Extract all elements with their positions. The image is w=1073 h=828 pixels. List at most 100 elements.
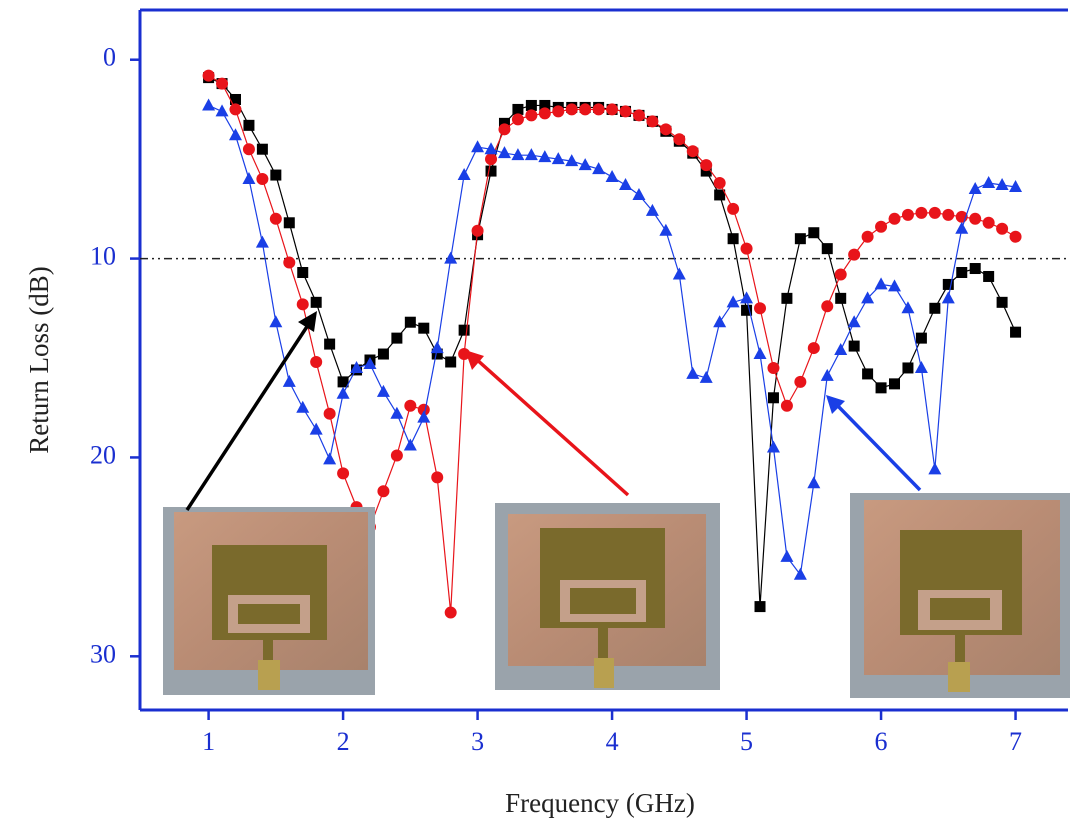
- data-point: [821, 243, 833, 255]
- data-point: [889, 378, 901, 390]
- data-point: [861, 230, 874, 243]
- data-point: [471, 224, 484, 237]
- data-point: [269, 212, 282, 225]
- data-point: [714, 189, 726, 201]
- data-point: [538, 107, 551, 120]
- data-point: [606, 103, 619, 116]
- data-point: [1010, 326, 1022, 338]
- data-point: [565, 103, 578, 116]
- data-point: [552, 105, 565, 118]
- data-point: [753, 347, 767, 360]
- y-axis-label: Return Loss (dB): [24, 266, 54, 453]
- data-point: [242, 143, 255, 156]
- data-point: [942, 208, 955, 221]
- data-point: [888, 212, 901, 225]
- data-point: [901, 301, 915, 314]
- data-point: [686, 366, 700, 379]
- data-point: [766, 440, 780, 453]
- data-point: [1009, 230, 1022, 243]
- data-point: [404, 316, 416, 328]
- data-point: [296, 298, 309, 311]
- data-point: [754, 302, 767, 315]
- data-point: [902, 362, 914, 374]
- data-point: [740, 291, 754, 304]
- data-point: [645, 203, 659, 216]
- data-point: [605, 170, 619, 183]
- data-point: [270, 169, 282, 181]
- data-point: [431, 348, 443, 360]
- x-tick-label: 1: [202, 727, 215, 756]
- data-point: [390, 449, 403, 462]
- data-point: [297, 267, 309, 278]
- x-tick-label: 3: [471, 727, 484, 756]
- data-point: [256, 143, 268, 155]
- data-point: [471, 140, 485, 153]
- x-tick-label: 6: [875, 727, 888, 756]
- data-point: [820, 368, 834, 381]
- data-point: [619, 105, 632, 118]
- data-point: [995, 178, 1009, 190]
- data-point: [727, 233, 739, 245]
- data-point: [956, 267, 968, 278]
- data-point: [807, 342, 820, 355]
- data-point: [847, 315, 861, 328]
- data-point: [525, 109, 538, 122]
- data-point: [632, 109, 645, 122]
- data-point: [310, 296, 322, 308]
- data-point: [941, 291, 955, 304]
- data-point: [565, 154, 579, 167]
- data-point: [310, 355, 323, 368]
- data-point: [914, 360, 928, 373]
- data-point: [968, 181, 982, 194]
- data-point: [202, 69, 215, 82]
- data-point: [659, 223, 673, 236]
- data-point: [216, 77, 229, 90]
- data-point: [269, 315, 283, 328]
- data-point: [726, 295, 740, 308]
- data-point: [834, 343, 848, 356]
- data-point: [996, 296, 1008, 308]
- data-point: [929, 302, 941, 314]
- data-point: [511, 113, 524, 126]
- data-point: [485, 165, 497, 177]
- data-point: [874, 277, 888, 290]
- data-point: [336, 386, 350, 399]
- data-point: [808, 227, 820, 239]
- x-tick-label: 7: [1009, 727, 1022, 756]
- x-tick-label: 2: [337, 727, 350, 756]
- data-point: [781, 292, 793, 304]
- data-point: [431, 471, 444, 484]
- data-point: [767, 361, 780, 374]
- data-point: [915, 206, 928, 219]
- data-point: [283, 217, 295, 229]
- data-point: [403, 438, 417, 451]
- data-point: [659, 123, 672, 136]
- data-point: [862, 368, 874, 380]
- data-point: [484, 142, 498, 155]
- inset-photo: [163, 507, 375, 695]
- data-point: [229, 93, 241, 105]
- data-point: [391, 332, 403, 344]
- data-point: [821, 300, 834, 313]
- data-point: [323, 407, 336, 420]
- data-point: [376, 384, 390, 397]
- data-point: [713, 177, 726, 190]
- data-point: [700, 159, 713, 172]
- data-point: [793, 567, 807, 580]
- data-point: [754, 601, 766, 613]
- data-point: [430, 341, 444, 354]
- data-point: [255, 235, 269, 248]
- data-point: [579, 103, 592, 116]
- data-point: [390, 406, 404, 419]
- data-point: [955, 221, 969, 234]
- data-point: [457, 168, 471, 181]
- data-point: [834, 268, 847, 281]
- y-tick-label: 30: [90, 639, 116, 668]
- data-point: [713, 315, 727, 328]
- data-point: [296, 400, 310, 413]
- data-point: [928, 462, 942, 475]
- data-point: [512, 103, 524, 115]
- data-point: [229, 103, 242, 116]
- data-point: [592, 103, 605, 116]
